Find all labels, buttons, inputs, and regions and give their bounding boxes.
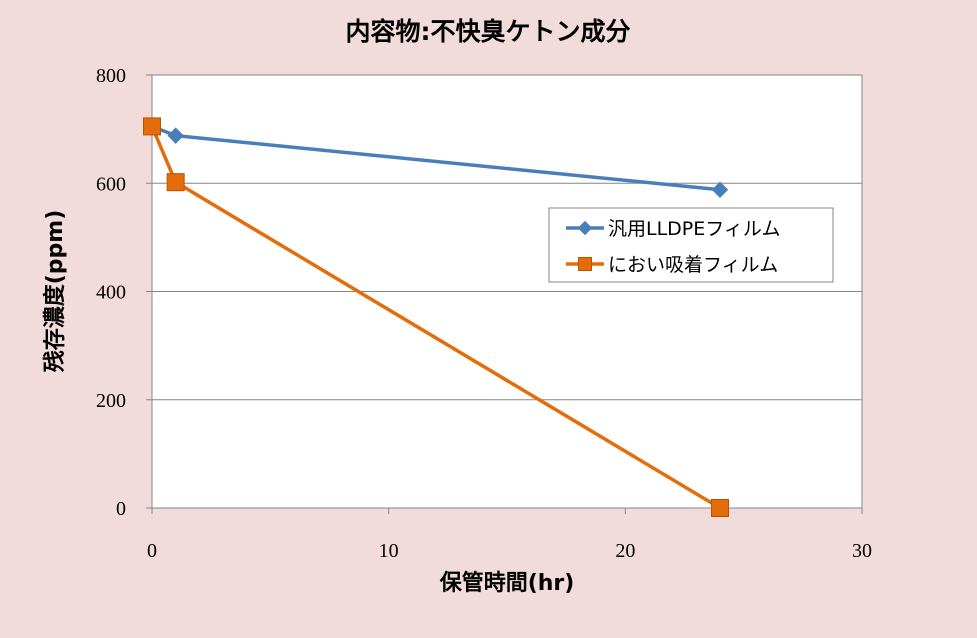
x-axis-title: 保管時間(hr) — [439, 570, 575, 596]
legend-item: 汎用LLDPEフィルム — [566, 218, 781, 240]
chart-title: 内容物:不快臭ケトン成分 — [346, 17, 631, 46]
series-group — [143, 117, 729, 517]
x-axis-ticks: 0 10 20 30 — [147, 508, 872, 562]
y-tick-label: 400 — [96, 282, 126, 304]
x-tick-label: 30 — [852, 540, 872, 562]
y-tick-label: 0 — [116, 498, 126, 520]
y-tick-label: 600 — [96, 173, 126, 195]
y-axis-title: 残存濃度(ppm) — [42, 210, 68, 373]
legend-marker — [578, 257, 592, 271]
x-tick-label: 20 — [615, 540, 635, 562]
series-2 — [143, 117, 729, 517]
gridlines — [152, 74, 862, 401]
y-tick-label: 200 — [96, 390, 126, 412]
data-point — [166, 173, 185, 192]
data-point — [167, 127, 184, 144]
legend-marker — [577, 220, 593, 236]
data-point — [143, 117, 161, 136]
y-tick-label: 800 — [96, 65, 126, 87]
legend-label: におい吸着フィルム — [608, 254, 778, 276]
x-tick-label: 10 — [379, 540, 399, 562]
x-tick-label: 0 — [147, 540, 157, 562]
data-point — [711, 499, 729, 517]
legend-item: におい吸着フィルム — [566, 254, 778, 276]
y-axis-ticks: 0 200 400 600 800 — [96, 65, 152, 520]
legend-label: 汎用LLDPEフィルム — [608, 218, 781, 240]
data-point — [711, 181, 729, 198]
legend-box — [548, 207, 834, 283]
